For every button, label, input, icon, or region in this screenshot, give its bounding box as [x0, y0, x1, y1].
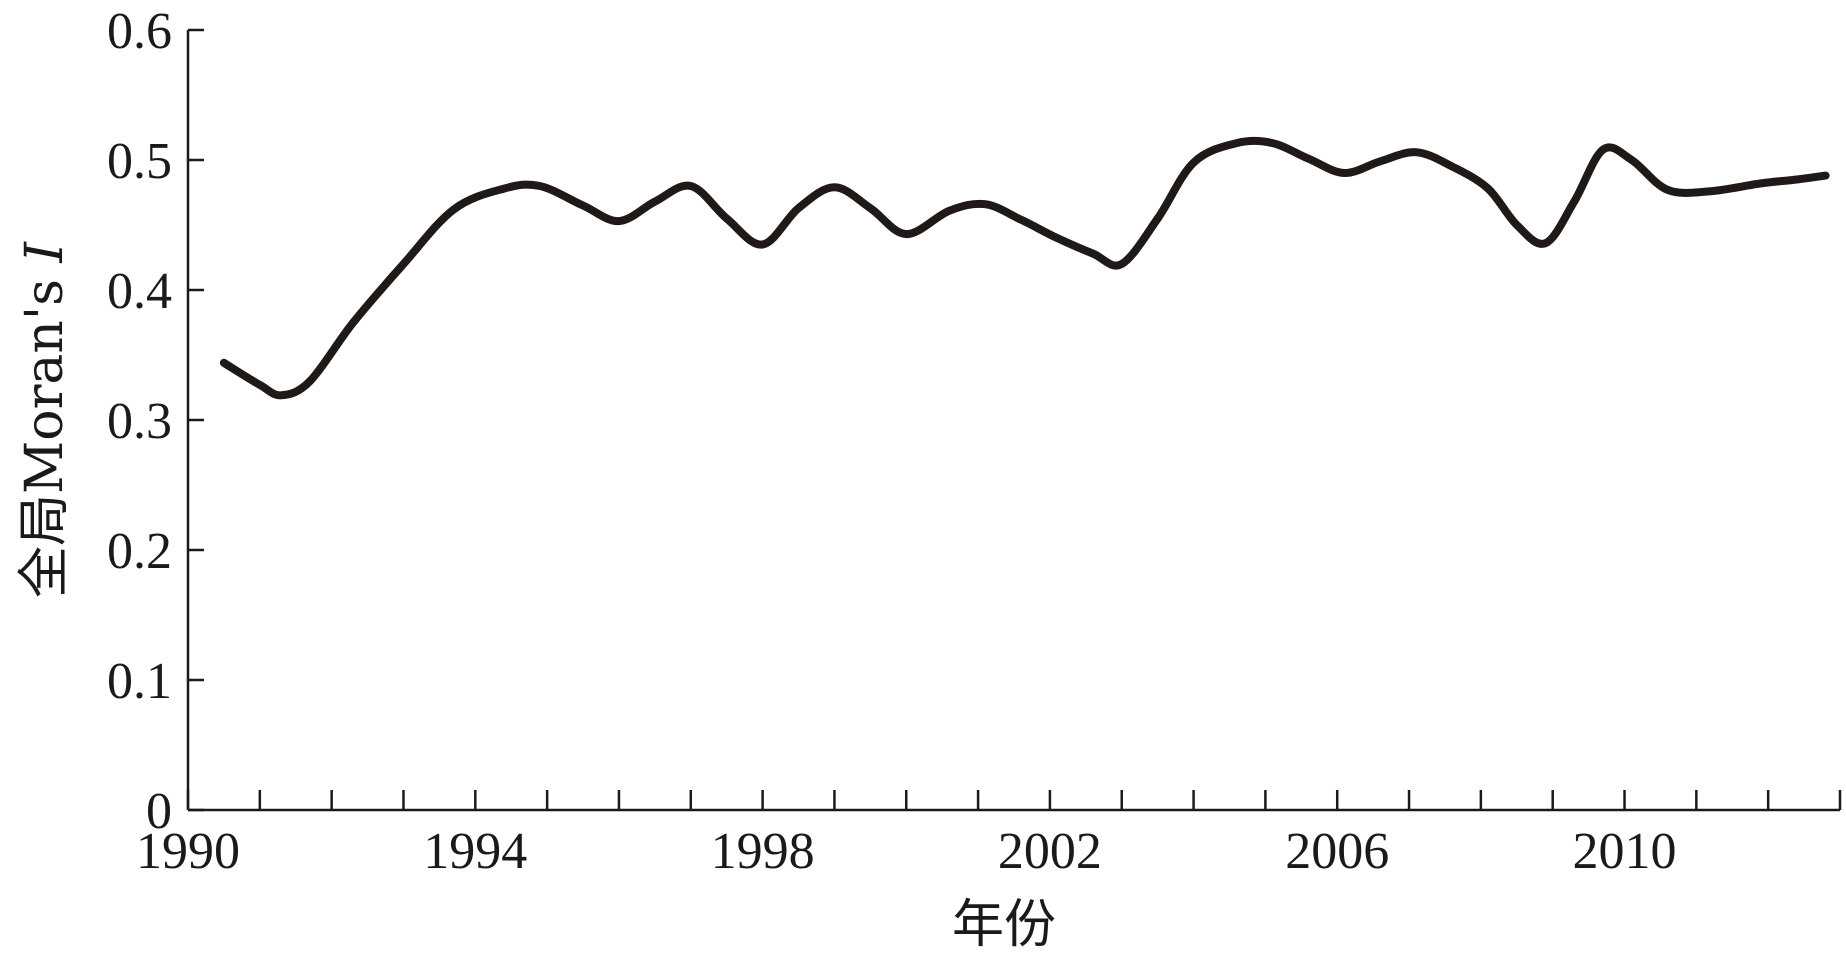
x-ticks	[186, 790, 1842, 810]
y-axis-title-italic: I	[15, 241, 75, 264]
x-tick-label: 2002	[998, 823, 1102, 880]
y-tick-labels: 0 0.1 0.2 0.3 0.4 0.5 0.6	[107, 3, 172, 840]
y-tick-label: 0.4	[107, 263, 172, 320]
y-tick-label: 0.5	[107, 133, 172, 190]
axes	[186, 30, 1840, 812]
moran-line	[219, 136, 1830, 400]
y-tick-label: 0.2	[107, 523, 172, 580]
x-tick-label: 1998	[711, 823, 815, 880]
y-tick-label: 0.6	[107, 3, 172, 60]
x-tick-label: 1990	[136, 823, 240, 880]
x-tick-label: 2006	[1285, 823, 1389, 880]
x-tick-label: 2010	[1573, 823, 1677, 880]
x-tick-labels: 1990 1994 1998 2002 2006 2010	[136, 823, 1677, 880]
y-ticks	[188, 28, 204, 812]
x-axis-title: 年份	[952, 895, 1056, 955]
y-tick-label: 0.1	[107, 653, 172, 710]
y-axis-title-text: 全局Moran's	[15, 263, 75, 598]
y-axis-title: 全局Moran's I	[15, 241, 75, 598]
y-tick-label: 0.3	[107, 393, 172, 450]
y-tick-label: 0	[146, 783, 172, 840]
x-tick-label: 1994	[423, 823, 527, 880]
